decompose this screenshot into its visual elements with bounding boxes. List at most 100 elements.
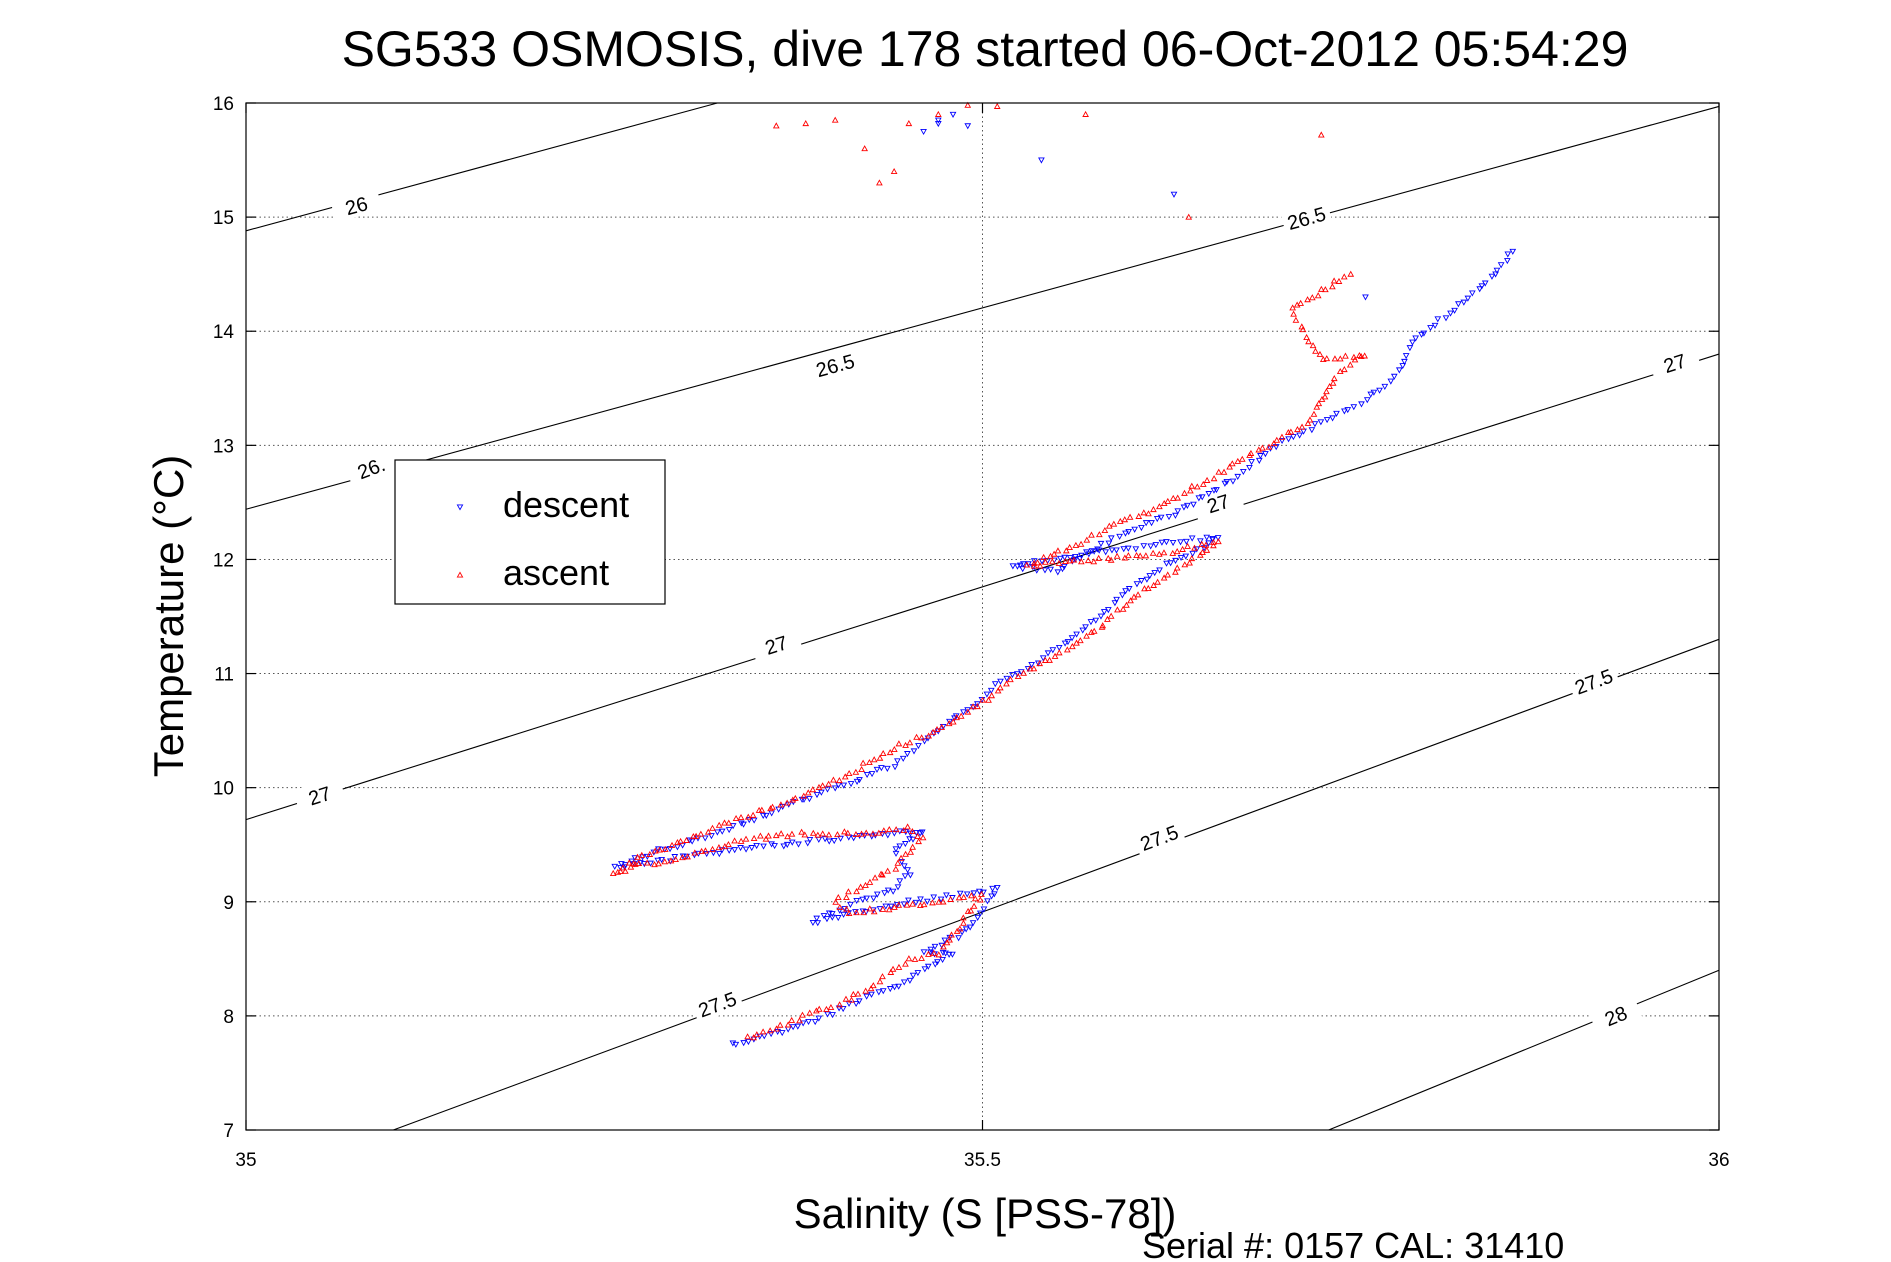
density-contour-label-background xyxy=(1191,483,1245,522)
ascent-point xyxy=(836,903,844,910)
ascent-point xyxy=(1322,286,1329,293)
descent-point xyxy=(863,771,871,779)
ascent-point xyxy=(815,1005,823,1012)
descent-point xyxy=(853,897,861,905)
ascent-point xyxy=(651,847,659,854)
ascent-point xyxy=(661,845,669,852)
ascent-point xyxy=(970,902,978,909)
descent-point xyxy=(1431,322,1439,329)
legend: descent ascent xyxy=(394,459,666,605)
descent-point xyxy=(945,951,953,958)
ascent-point xyxy=(1046,656,1053,663)
ascent-point xyxy=(656,846,663,853)
ascent-point xyxy=(798,828,805,835)
descent-point xyxy=(753,843,761,850)
descent-point xyxy=(855,998,863,1005)
ascent-point xyxy=(1140,509,1148,516)
descent-point xyxy=(1148,520,1155,527)
ascent-point xyxy=(766,1027,774,1034)
legend-descent-label: descent xyxy=(503,484,629,525)
ascent-point xyxy=(1321,393,1329,400)
descent-point xyxy=(1341,408,1348,415)
density-contour-label-background xyxy=(1648,343,1702,381)
ascent-point xyxy=(848,996,855,1003)
ascent-point xyxy=(915,838,923,845)
ascent-point xyxy=(788,1016,796,1023)
y-tick-label: 13 xyxy=(213,436,234,457)
descent-point xyxy=(834,915,842,922)
descent-point xyxy=(1138,525,1145,532)
descent-point xyxy=(900,979,908,986)
ascent-point xyxy=(884,867,892,874)
ascent-point xyxy=(631,860,639,867)
descent-point xyxy=(907,872,914,879)
descent-point xyxy=(794,1023,802,1030)
descent-point xyxy=(1055,644,1063,652)
ascent-point xyxy=(1030,665,1038,672)
ascent-point xyxy=(1104,554,1112,561)
ascent-point xyxy=(900,826,908,833)
ascent-point xyxy=(1116,517,1124,524)
descent-point xyxy=(795,841,802,848)
descent-point xyxy=(840,782,848,789)
density-contour-line xyxy=(245,102,718,232)
descent-point xyxy=(970,890,978,897)
descent-point xyxy=(1172,512,1179,519)
descent-point xyxy=(1085,551,1093,558)
ascent-point xyxy=(869,982,877,989)
descent-point xyxy=(927,949,934,956)
ascent-point xyxy=(1054,547,1062,554)
ascent-point xyxy=(621,867,629,874)
ascent-point xyxy=(1187,487,1194,494)
descent-point xyxy=(1183,502,1191,509)
ascent-point xyxy=(809,786,817,793)
ascent-point xyxy=(993,102,1001,109)
descent-point xyxy=(1442,315,1450,322)
ascent-point xyxy=(845,888,852,895)
descent-point xyxy=(1024,666,1032,673)
descent-point xyxy=(835,1005,843,1012)
density-contour-line xyxy=(245,105,1720,510)
descent-point xyxy=(901,841,909,848)
chart-title: SG533 OSMOSIS, dive 178 started 06-Oct-2… xyxy=(342,21,1629,77)
ascent-point xyxy=(1160,549,1168,556)
ascent-point xyxy=(1185,213,1193,220)
descent-point xyxy=(1488,273,1496,280)
descent-point xyxy=(912,899,920,906)
descent-point xyxy=(1169,540,1177,547)
descent-point xyxy=(973,701,981,708)
descent-point xyxy=(1177,539,1184,546)
ascent-point xyxy=(1160,574,1168,581)
ascent-point xyxy=(1095,531,1103,538)
descent-point xyxy=(978,696,986,704)
ascent-point xyxy=(1113,552,1121,559)
descent-point xyxy=(896,843,904,850)
descent-point xyxy=(894,758,901,765)
ascent-point xyxy=(698,847,705,854)
descent-point xyxy=(814,920,822,927)
descent-point xyxy=(1350,404,1358,411)
descent-point xyxy=(1323,417,1331,424)
ascent-point xyxy=(789,796,797,803)
ascent-point xyxy=(702,847,709,854)
descent-point xyxy=(1119,592,1126,599)
ascent-point xyxy=(1099,622,1107,629)
descent-point xyxy=(686,837,694,844)
ascent-point xyxy=(876,754,884,761)
legend-ascent-label: ascent xyxy=(503,552,609,593)
ascent-point xyxy=(880,827,888,834)
descent-point xyxy=(1068,635,1076,642)
descent-point xyxy=(831,785,839,792)
ascent-point xyxy=(801,831,809,838)
descent-point xyxy=(1447,310,1454,317)
ascent-point xyxy=(753,1031,761,1038)
descent-point xyxy=(920,949,928,956)
descent-point xyxy=(939,949,947,956)
ascent-point xyxy=(1304,296,1311,303)
ascent-point xyxy=(721,819,728,826)
descent-point xyxy=(830,838,838,845)
descent-point xyxy=(1087,619,1095,626)
descent-point xyxy=(1125,586,1133,593)
descent-point xyxy=(824,1011,831,1018)
ascent-point xyxy=(879,749,887,757)
